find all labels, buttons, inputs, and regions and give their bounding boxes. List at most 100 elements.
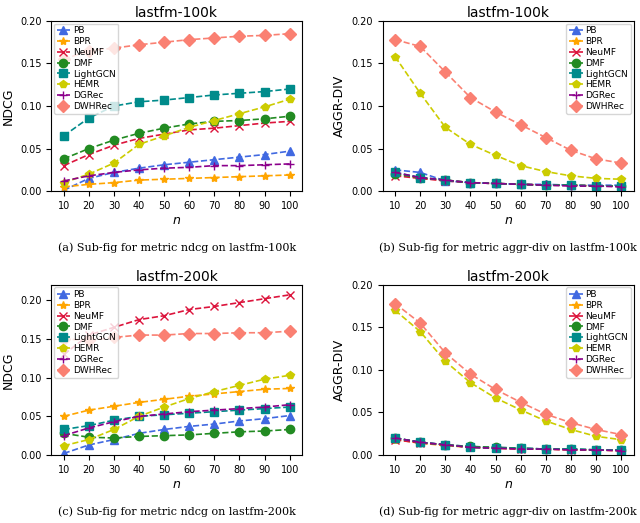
BPR <box>186 393 193 400</box>
Y-axis label: NDCG: NDCG <box>1 87 15 125</box>
NeuMF <box>110 142 118 149</box>
HEMR <box>211 389 218 395</box>
PB <box>442 178 449 184</box>
DWHRec <box>110 334 118 340</box>
LightGCN <box>516 181 524 187</box>
NeuMF <box>467 179 474 186</box>
BPR <box>286 385 294 392</box>
DGRec <box>135 167 143 173</box>
DMF <box>516 181 524 187</box>
Title: lastfm-100k: lastfm-100k <box>135 6 218 20</box>
DWHRec <box>135 42 143 48</box>
LightGCN <box>492 445 499 451</box>
NeuMF <box>286 292 294 298</box>
PB <box>467 179 474 186</box>
BPR <box>391 437 399 443</box>
NeuMF <box>391 437 399 443</box>
LightGCN <box>492 180 499 187</box>
DGRec <box>186 164 193 170</box>
NeuMF <box>492 445 499 451</box>
HEMR <box>186 395 193 402</box>
BPR <box>467 179 474 186</box>
DWHRec <box>85 337 93 344</box>
HEMR <box>286 372 294 379</box>
LightGCN <box>60 133 68 139</box>
DGRec <box>110 418 118 425</box>
LightGCN <box>260 88 268 95</box>
BPR <box>492 180 499 187</box>
DGRec <box>442 177 449 183</box>
LightGCN <box>542 182 550 188</box>
BPR <box>442 442 449 449</box>
LightGCN <box>417 439 424 446</box>
NeuMF <box>442 441 449 448</box>
LightGCN <box>391 435 399 441</box>
NeuMF <box>60 163 68 169</box>
PB <box>542 181 550 187</box>
DMF <box>391 171 399 177</box>
Line: BPR: BPR <box>60 171 294 191</box>
BPR <box>567 447 575 453</box>
NeuMF <box>135 316 143 323</box>
Line: HEMR: HEMR <box>391 306 625 444</box>
HEMR <box>135 413 143 419</box>
LightGCN <box>592 447 600 453</box>
X-axis label: $n$: $n$ <box>172 214 181 226</box>
DMF <box>516 445 524 451</box>
Line: LightGCN: LightGCN <box>60 403 294 434</box>
NeuMF <box>186 127 193 133</box>
LightGCN <box>135 413 143 419</box>
HEMR <box>110 426 118 433</box>
LightGCN <box>186 94 193 100</box>
PB <box>236 154 243 160</box>
HEMR <box>567 173 575 179</box>
DGRec <box>110 169 118 176</box>
LightGCN <box>617 447 625 453</box>
NeuMF <box>516 446 524 452</box>
HEMR <box>617 437 625 443</box>
DWHRec <box>260 32 268 39</box>
DWHRec <box>391 300 399 306</box>
HEMR <box>85 171 93 177</box>
DWHRec <box>85 48 93 54</box>
Legend: PB, BPR, NeuMF, DMF, LightGCN, HEMR, DGRec, DWHRec: PB, BPR, NeuMF, DMF, LightGCN, HEMR, DGR… <box>54 288 118 378</box>
DMF <box>236 429 243 435</box>
HEMR <box>542 168 550 175</box>
DMF <box>161 433 168 439</box>
DWHRec <box>542 411 550 417</box>
PB <box>417 169 424 176</box>
HEMR <box>542 418 550 424</box>
HEMR <box>186 124 193 130</box>
HEMR <box>260 104 268 110</box>
Line: LightGCN: LightGCN <box>60 85 294 140</box>
DWHRec <box>186 37 193 43</box>
BPR <box>110 403 118 410</box>
Line: NeuMF: NeuMF <box>60 291 294 359</box>
PB <box>617 447 625 453</box>
DGRec <box>85 425 93 431</box>
Line: NeuMF: NeuMF <box>60 117 294 170</box>
HEMR <box>391 307 399 313</box>
Line: DGRec: DGRec <box>391 434 625 455</box>
LightGCN <box>516 445 524 451</box>
LightGCN <box>186 410 193 416</box>
PB <box>60 187 68 194</box>
PB <box>161 162 168 168</box>
Line: LightGCN: LightGCN <box>391 168 625 190</box>
BPR <box>260 173 268 179</box>
PB <box>186 423 193 429</box>
DWHRec <box>211 35 218 41</box>
PB <box>567 182 575 188</box>
DMF <box>60 156 68 162</box>
LightGCN <box>60 426 68 433</box>
DWHRec <box>617 431 625 438</box>
DWHRec <box>211 331 218 337</box>
Line: DGRec: DGRec <box>60 160 294 185</box>
X-axis label: $n$: $n$ <box>172 477 181 491</box>
BPR <box>516 181 524 187</box>
Legend: PB, BPR, NeuMF, DMF, LightGCN, HEMR, DGRec, DWHRec: PB, BPR, NeuMF, DMF, LightGCN, HEMR, DGR… <box>566 288 631 378</box>
DMF <box>492 180 499 187</box>
BPR <box>442 177 449 183</box>
NeuMF <box>161 131 168 137</box>
BPR <box>60 413 68 419</box>
